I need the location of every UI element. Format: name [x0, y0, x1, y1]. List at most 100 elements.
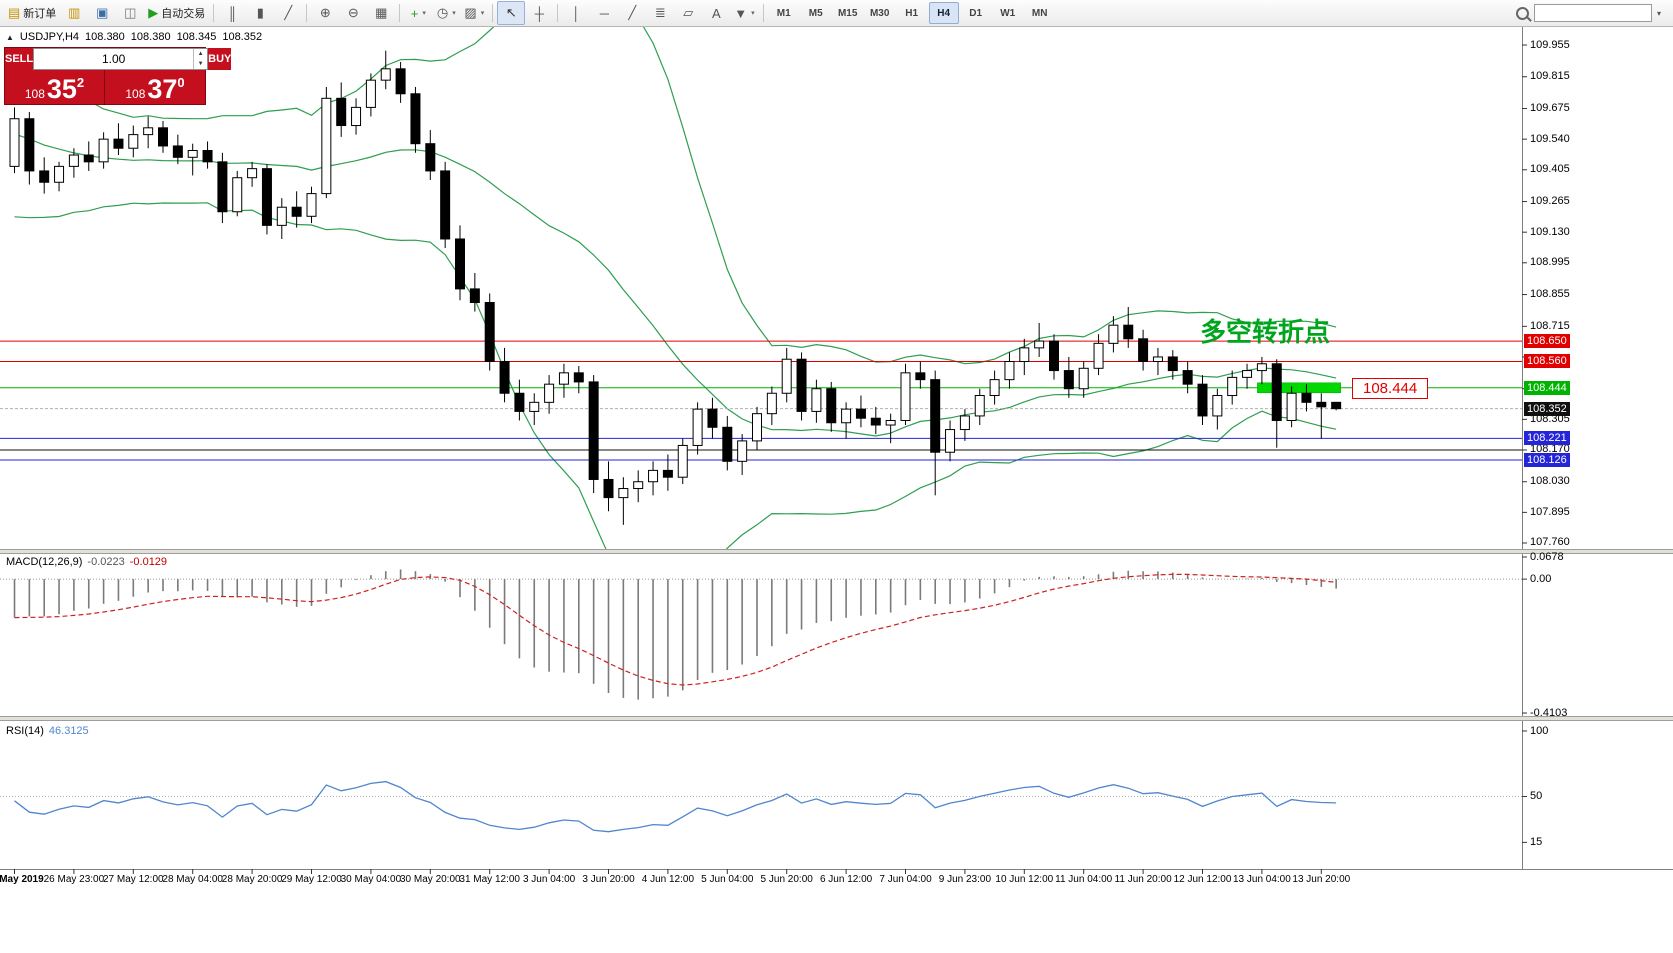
price-level-label: 108.650 — [1524, 334, 1570, 349]
buy-price[interactable]: 108 37 0 — [105, 70, 205, 105]
bar-chart-icon[interactable]: ║ — [218, 1, 246, 25]
horizontal-line-icon[interactable]: ─ — [590, 1, 618, 25]
line-chart-icon: ╱ — [284, 5, 293, 20]
highlight-zone[interactable] — [1257, 382, 1341, 394]
time-tick-label: 6 Jun 12:00 — [819, 874, 873, 885]
time-tick-label: 28 May 04:00 — [162, 874, 223, 885]
zoom-in-icon: ⊕ — [319, 5, 331, 20]
buy-price-big: 37 — [147, 74, 178, 105]
buy-button[interactable]: BUY — [208, 48, 232, 70]
time-tick-label: 3 Jun 20:00 — [582, 874, 635, 885]
price-tick: 109.955 — [1530, 38, 1570, 51]
price-tick: 108.855 — [1530, 288, 1570, 301]
vertical-line-icon[interactable]: │ — [562, 1, 590, 25]
toolbar: ▤ 新订单 ▥ ▣ ◫ ▶ 自动交易 ║ ▮ ╱ ⊕ ⊖ ▦ + ▾ ◷ ▾ ▨ ▾ ↖ ┼ │ ─ ╱ ≣ ▱ A ▼ ▾ M1 M5 M1… — [0, 0, 1673, 27]
time-tick-label: 11 Jun 04:00 — [1055, 874, 1113, 885]
templates-icon[interactable]: ▨ ▾ — [460, 1, 488, 25]
chevron-down-icon: ▾ — [751, 10, 755, 17]
price-tick: 109.815 — [1530, 70, 1570, 83]
volume-up-icon[interactable]: ▲ — [197, 50, 204, 57]
price-tick: 108.715 — [1530, 319, 1570, 332]
time-tick-label: 11 Jun 20:00 — [1114, 874, 1172, 885]
autotrading-button[interactable]: ▶ 自动交易 — [144, 1, 209, 25]
price-callout-label[interactable]: 108.444 — [1352, 378, 1429, 399]
zoom-out-icon[interactable]: ⊖ — [339, 1, 367, 25]
tile-windows-icon[interactable]: ▦ — [367, 1, 395, 25]
candlestick-chart-icon[interactable]: ▮ — [246, 1, 274, 25]
timeframe-m5[interactable]: M5 — [808, 7, 823, 19]
charts-icon[interactable]: ▥ — [60, 1, 88, 25]
data-window-icon[interactable]: ◫ — [116, 1, 144, 25]
sell-button[interactable]: SELL — [5, 48, 34, 70]
macd-label: MACD(12,26,9) -0.0223 -0.0129 — [6, 556, 167, 568]
timeframe-mn[interactable]: MN — [1031, 7, 1048, 19]
charts-icon: ▥ — [68, 5, 81, 20]
crosshair-icon[interactable]: ┼ — [525, 1, 553, 25]
shapes-icon[interactable]: ▱ — [674, 1, 702, 25]
open-value: 108.380 — [85, 31, 125, 43]
timeframe-m30[interactable]: M30 — [869, 7, 890, 19]
periods-icon[interactable]: ◷ ▾ — [432, 1, 460, 25]
timeframe-d1[interactable]: D1 — [969, 7, 983, 19]
annotation-text[interactable]: 多空转折点 — [1200, 317, 1331, 347]
cursor-icon[interactable]: ↖ — [497, 1, 526, 25]
rsi-scale-tick: 100 — [1530, 724, 1549, 737]
time-tick-label: 29 May 12:00 — [281, 874, 342, 885]
indicators-icon[interactable]: + ▾ — [404, 1, 432, 25]
high-value: 108.380 — [130, 31, 171, 43]
price-level-label: 108.444 — [1524, 380, 1570, 395]
zoom-in-icon[interactable]: ⊕ — [311, 1, 339, 25]
timeframe-w1[interactable]: W1 — [1000, 7, 1016, 19]
toolbar-group: + ▾ ◷ ▾ ▨ ▾ — [404, 0, 488, 26]
low-value: 108.345 — [176, 31, 217, 43]
price-level-label: 108.560 — [1524, 354, 1570, 369]
autotrading-icon: ▶ — [148, 5, 159, 20]
collapse-panel-icon[interactable]: ▲ — [6, 32, 14, 42]
profiles-icon[interactable]: ▣ — [88, 1, 116, 25]
volume-input[interactable] — [34, 49, 194, 69]
search-input[interactable] — [1533, 4, 1652, 22]
timeframe-m15[interactable]: M15 — [837, 7, 858, 19]
time-tick-label: 30 May 04:00 — [340, 874, 402, 885]
timeframe-h1[interactable]: H1 — [905, 7, 919, 19]
time-tick-label: 26 May 23:00 — [43, 874, 105, 885]
price-tick: 107.760 — [1530, 536, 1570, 549]
sell-price[interactable]: 108 35 2 — [5, 70, 105, 105]
price-tick: 109.130 — [1530, 225, 1570, 238]
toolbar-group: ▤ 新订单 ▥ ▣ ◫ ▶ 自动交易 — [4, 0, 209, 26]
splitter-main-macd[interactable] — [0, 549, 1673, 554]
price-level-label: 108.221 — [1524, 431, 1570, 446]
time-tick-label: 4 Jun 12:00 — [641, 874, 695, 885]
new-order-button[interactable]: ▤ 新订单 — [4, 1, 60, 25]
arrows-icon[interactable]: ▼ ▾ — [730, 1, 758, 25]
volume-down-icon[interactable]: ▼ — [197, 60, 204, 67]
time-tick-label: 5 Jun 20:00 — [760, 874, 813, 885]
toolbar-separator — [399, 4, 401, 22]
time-tick-label: 10 Jun 12:00 — [995, 874, 1054, 885]
rsi-line — [14, 780, 1337, 833]
macd-title: MACD(12,26,9) — [6, 556, 83, 568]
trendline-icon[interactable]: ╱ — [618, 1, 646, 25]
volume-stepper: ▲ ▼ — [33, 48, 209, 70]
line-chart-icon[interactable]: ╱ — [274, 1, 302, 25]
price-tick: 109.405 — [1530, 163, 1570, 176]
timeframe-m1[interactable]: M1 — [776, 7, 791, 19]
price-tick: 108.030 — [1530, 475, 1570, 488]
time-tick-label: 24 May 2019 — [0, 874, 44, 885]
rsi-value: 46.3125 — [48, 725, 89, 737]
timeframe-h4[interactable]: H4 — [928, 2, 959, 24]
search-dropdown-icon[interactable]: ▾ — [1656, 8, 1661, 18]
toolbar-group: ║ ▮ ╱ — [218, 0, 302, 26]
vertical-line-icon: │ — [572, 5, 581, 21]
rsi-scale-tick: 15 — [1530, 835, 1543, 848]
close-value: 108.352 — [222, 31, 263, 43]
time-tick-label: 13 Jun 20:00 — [1292, 874, 1351, 885]
splitter-macd-rsi[interactable] — [0, 716, 1673, 721]
one-click-trading-panel: SELL ▲ ▼ BUY 108 35 2 108 37 0 — [4, 47, 232, 105]
time-tick-label: 28 May 20:00 — [221, 874, 283, 885]
macd-scale-tick: 0.0678 — [1530, 550, 1564, 563]
text-icon[interactable]: A — [702, 1, 730, 25]
fibonacci-icon[interactable]: ≣ — [646, 1, 674, 25]
